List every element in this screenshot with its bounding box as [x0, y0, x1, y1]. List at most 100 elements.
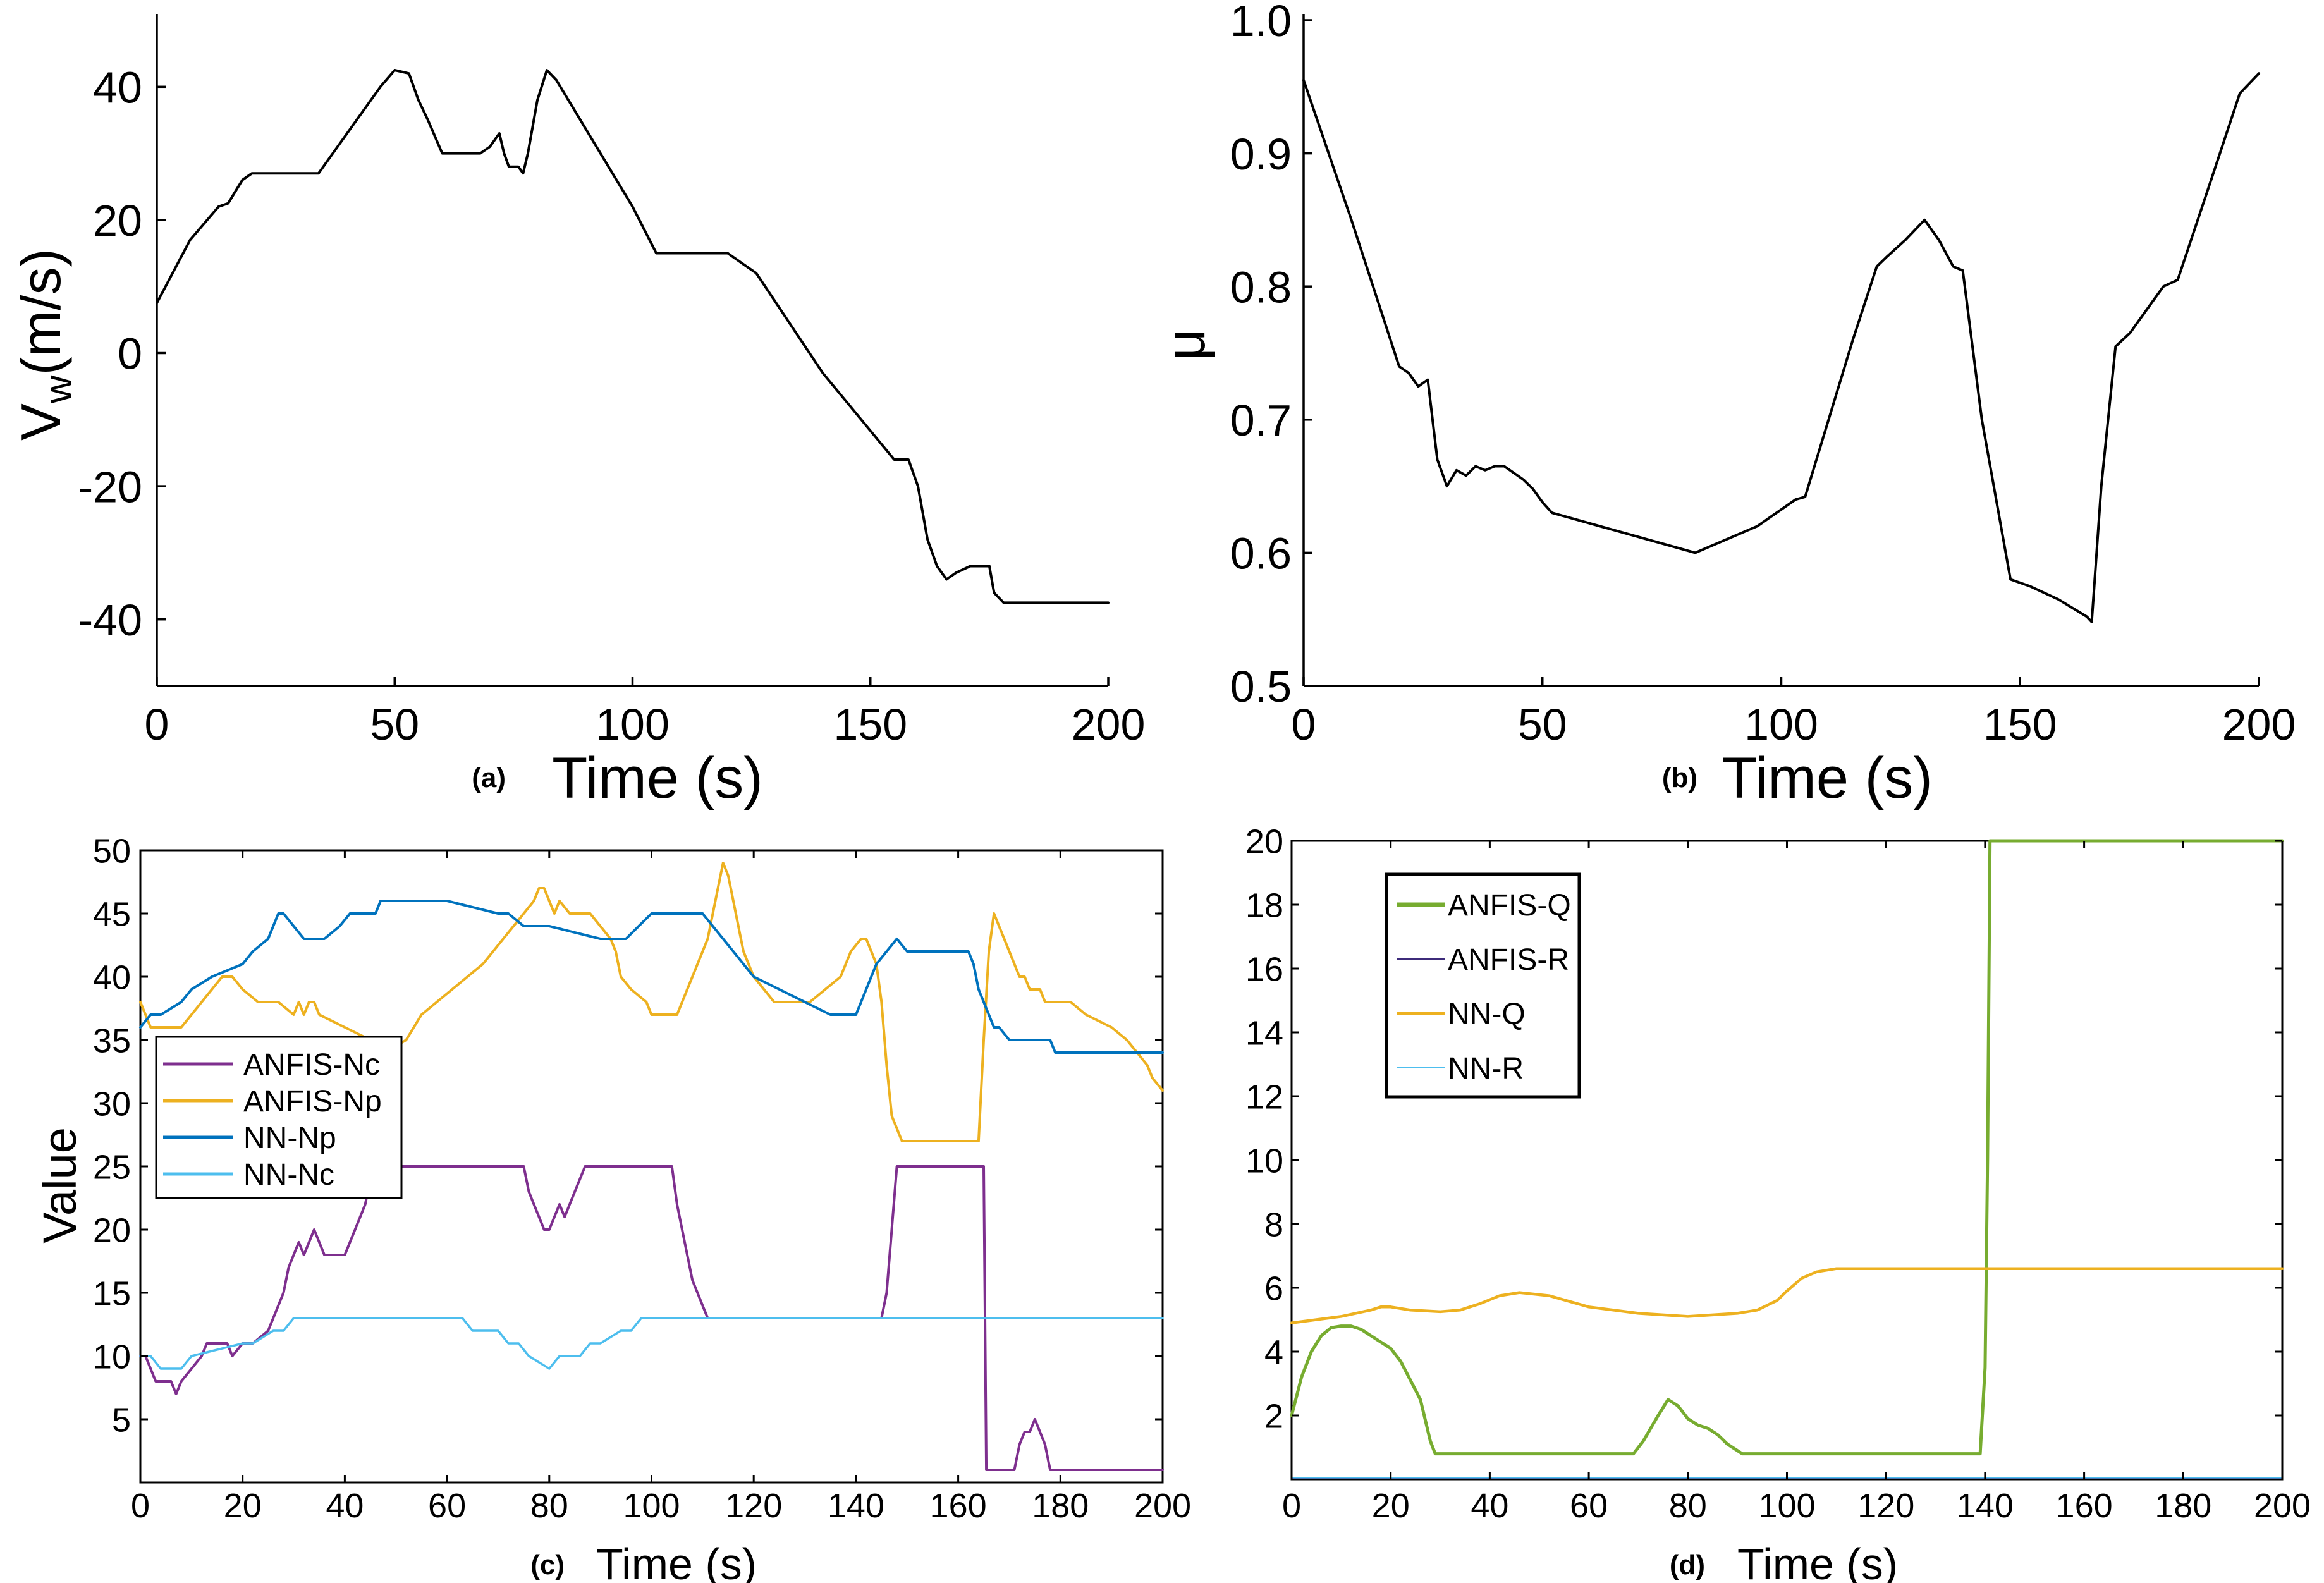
- panel-a-ylabel: Vw(m/s): [9, 248, 80, 441]
- y-tick-label: 8: [1264, 1206, 1283, 1244]
- y-tick-label: -40: [78, 596, 142, 645]
- y-tick-label: 0.9: [1230, 130, 1292, 179]
- x-tick-label: 200: [1134, 1487, 1191, 1525]
- y-tick-label: 20: [93, 1211, 131, 1249]
- y-tick-label: 20: [1245, 822, 1283, 860]
- x-tick-label: 200: [2222, 700, 2296, 749]
- panel-b-ylabel: μ: [1154, 329, 1216, 361]
- x-tick-label: 100: [1758, 1487, 1815, 1525]
- x-tick-label: 0: [1292, 700, 1316, 749]
- x-tick-label: 20: [224, 1487, 262, 1525]
- x-tick-label: 160: [2056, 1487, 2113, 1525]
- y-tick-label: 5: [112, 1401, 131, 1439]
- y-tick-label: 10: [1245, 1142, 1283, 1180]
- series-line-mu: [1302, 72, 2260, 623]
- legend-label-nn-r: NN-R: [1448, 1052, 1524, 1085]
- panel-b-label: (b): [1662, 762, 1697, 793]
- x-tick-label: 100: [623, 1487, 680, 1525]
- y-tick-label: 0.7: [1230, 396, 1292, 445]
- panel-b-xlabel: Time (s): [1722, 746, 1933, 810]
- chart-panel-b: 0 50 100 150 200 0.5 0.6 0.7 0.8 0.9 1.0 μ (b) Tim…: [1154, 0, 2296, 810]
- x-tick-label: 50: [370, 700, 419, 749]
- x-tick-label: 120: [725, 1487, 782, 1525]
- y-tick-label: 12: [1245, 1078, 1283, 1116]
- legend-label-anfis-q: ANFIS-Q: [1448, 889, 1571, 922]
- series-line-anfis-q: [1290, 839, 2284, 1456]
- x-tick-label: 200: [1072, 700, 1146, 749]
- x-tick-label: 180: [1032, 1487, 1089, 1525]
- panel-d-xlabel: Time (s): [1737, 1539, 1898, 1583]
- y-tick-label: 0: [118, 329, 142, 379]
- y-tick-label: 40: [93, 63, 142, 113]
- panel-a-xlabel: Time (s): [552, 746, 763, 810]
- series-line-nn-nc: [139, 1317, 1164, 1370]
- x-tick-label: 80: [1669, 1487, 1707, 1525]
- y-tick-label: 45: [93, 895, 131, 933]
- y-tick-label: 0.8: [1230, 262, 1292, 312]
- x-tick-label: 60: [1570, 1487, 1608, 1525]
- y-tick-label: 0.6: [1230, 529, 1292, 578]
- x-tick-label: 100: [596, 700, 670, 749]
- x-tick-label: 120: [1857, 1487, 1914, 1525]
- panel-c-xlabel: Time (s): [596, 1539, 757, 1583]
- y-tick-label: 6: [1264, 1269, 1283, 1307]
- x-tick-label: 80: [530, 1487, 568, 1525]
- panel-a-label: (a): [472, 762, 506, 793]
- panel-a-ylabel-rest: (m/s): [9, 248, 72, 375]
- y-tick-label: 14: [1245, 1014, 1283, 1052]
- x-tick-label: 100: [1744, 700, 1818, 749]
- series-line-nn-q: [1290, 1267, 2284, 1324]
- x-tick-label: 200: [2254, 1487, 2311, 1525]
- y-tick-label: 10: [93, 1338, 131, 1376]
- y-tick-label: 0.5: [1230, 662, 1292, 711]
- legend-label-anfis-nc: ANFIS-Nc: [243, 1048, 380, 1082]
- y-tick-label: 2: [1264, 1397, 1283, 1435]
- chart-panel-c: 0 20 40 60 80 100 120 140 160 180 200 5 10 15 20 25 30 35…: [34, 832, 1191, 1583]
- x-tick-label: 140: [828, 1487, 884, 1525]
- panel-c-ylabel: Value: [34, 1127, 86, 1244]
- y-tick-label: 40: [93, 958, 131, 996]
- panel-d-legend: ANFIS-Q ANFIS-R NN-Q NN-R: [1385, 872, 1581, 1099]
- legend-label-nn-np: NN-Np: [243, 1122, 336, 1155]
- x-tick-label: 40: [326, 1487, 364, 1525]
- x-tick-label: 20: [1372, 1487, 1410, 1525]
- x-tick-label: 140: [1957, 1487, 2014, 1525]
- series-line-vw: [156, 69, 1110, 604]
- legend-label-anfis-np: ANFIS-Np: [243, 1085, 382, 1118]
- x-tick-label: 160: [930, 1487, 987, 1525]
- panel-a-ylabel-sub: w: [37, 375, 80, 404]
- y-tick-label: 25: [93, 1148, 131, 1186]
- x-tick-label: 0: [131, 1487, 150, 1525]
- panel-d-legend-box: [1385, 872, 1581, 1099]
- y-tick-label: 1.0: [1230, 0, 1292, 46]
- x-tick-label: 0: [145, 700, 169, 749]
- chart-panel-a: 0 50 100 150 200 -40 -20 0 20 40 Vw(m/s) (a) Time…: [9, 14, 1145, 810]
- y-tick-label: 30: [93, 1085, 131, 1123]
- chart-panel-d: 0 20 40 60 80 100 120 140 160 180 200 2 4 6 8 10 12 14 16 1…: [1245, 822, 2311, 1583]
- y-tick-label: 15: [93, 1274, 131, 1312]
- y-tick-label: 18: [1245, 886, 1283, 924]
- y-tick-label: 50: [93, 832, 131, 870]
- y-tick-label: 20: [93, 196, 142, 245]
- panel-c-legend: ANFIS-Nc ANFIS-Np NN-Np NN-Nc: [155, 1036, 403, 1199]
- x-tick-label: 150: [1983, 700, 2057, 749]
- x-tick-label: 50: [1518, 700, 1567, 749]
- panel-c-label: (c): [530, 1549, 565, 1580]
- x-tick-label: 40: [1471, 1487, 1508, 1525]
- x-tick-label: 150: [833, 700, 907, 749]
- series-line-nn-np: [139, 900, 1164, 1054]
- y-tick-label: 4: [1264, 1333, 1283, 1371]
- y-tick-label: 16: [1245, 950, 1283, 988]
- x-tick-label: 60: [428, 1487, 466, 1525]
- y-tick-label: -20: [78, 462, 142, 511]
- legend-label-nn-nc: NN-Nc: [243, 1158, 334, 1192]
- y-tick-label: 35: [93, 1022, 131, 1060]
- series-line-anfis-np: [139, 862, 1164, 1142]
- legend-label-anfis-r: ANFIS-R: [1448, 943, 1569, 977]
- panel-d-label: (d): [1670, 1549, 1705, 1580]
- x-tick-label: 0: [1282, 1487, 1301, 1525]
- legend-label-nn-q: NN-Q: [1448, 998, 1526, 1031]
- panel-a-ylabel-main: V: [9, 403, 72, 441]
- x-tick-label: 180: [2155, 1487, 2211, 1525]
